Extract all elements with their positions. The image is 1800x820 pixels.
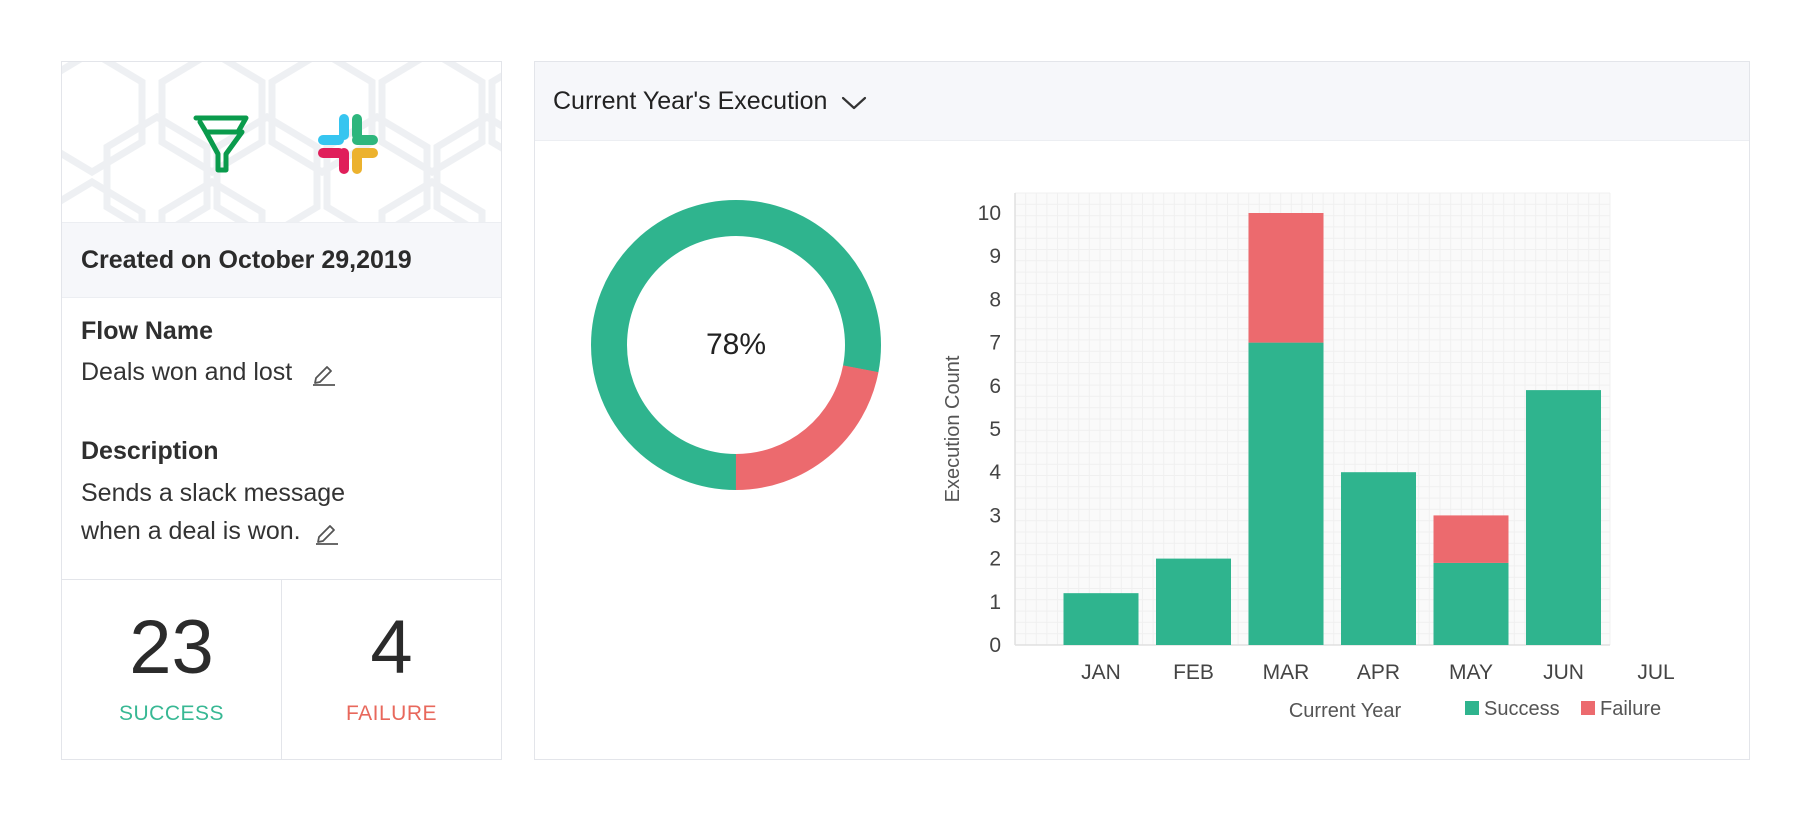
x-tick-label: MAY [1449, 661, 1493, 684]
zoho-flow-logo-icon [193, 115, 249, 173]
description-line-2-row: when a deal is won. [81, 512, 345, 550]
success-bar-apr [1341, 472, 1416, 645]
y-tick-label: 7 [989, 332, 1001, 355]
x-tick-label: JUL [1637, 661, 1674, 684]
donut-percentage-label: 78% [705, 328, 767, 361]
y-axis-title: Execution Count [942, 355, 964, 502]
monthly-execution-bar-chart: 0 1 2 3 4 5 6 7 8 9 10 JAN FEB MAR APR MAY JUN JUL Executi… [942, 192, 1675, 722]
created-date-text: Created on October 29,2019 [81, 245, 412, 274]
y-tick-label: 6 [989, 375, 1001, 398]
created-date-bar: Created on October 29,2019 [62, 222, 501, 298]
success-bar-jun [1526, 390, 1601, 645]
execution-period-dropdown[interactable]: Current Year's Execution [535, 62, 1749, 141]
flow-name-value: Deals won and lost [81, 358, 293, 386]
failure-stat: 4 FAILURE [281, 580, 501, 760]
description-label: Description [81, 437, 219, 465]
edit-flow-name-icon[interactable] [311, 360, 337, 387]
slack-logo-icon [318, 114, 378, 174]
flow-name-label: Flow Name [81, 317, 213, 345]
description-field: Sends a slack message when a deal is won… [81, 474, 345, 550]
failure-bar-mar [1248, 213, 1324, 343]
failure-count: 4 [370, 605, 413, 690]
legend-label-success: Success [1484, 698, 1560, 720]
y-tick-label: 10 [978, 202, 1001, 225]
failure-label: FAILURE [345, 702, 438, 725]
execution-report-card: Current Year's Execution 78% 0 1 2 3 4 5 6 7 8 9 1… [534, 61, 1750, 760]
execution-stats: 23 SUCCESS 4 FAILURE [62, 579, 501, 760]
success-bar-mar [1248, 342, 1324, 645]
execution-period-label: Current Year's Execution [553, 86, 828, 115]
x-tick-label: APR [1357, 661, 1400, 684]
x-tick-label: FEB [1173, 661, 1214, 684]
success-label: SUCCESS [118, 702, 225, 725]
hexagon-pattern-background [62, 62, 501, 222]
x-tick-label: JUN [1543, 661, 1584, 684]
donut-failure-arc [591, 200, 881, 490]
failure-bar-may [1433, 515, 1509, 563]
legend-swatch-failure [1581, 701, 1595, 715]
chevron-down-icon [842, 96, 867, 110]
success-count: 23 [129, 605, 214, 690]
success-bar-may [1433, 562, 1509, 645]
legend-label-failure: Failure [1600, 698, 1661, 720]
success-bar-feb [1156, 558, 1231, 645]
success-rate-donut: 78% [591, 200, 881, 490]
success-bar-jan [1063, 593, 1139, 645]
description-line-2: when a deal is won. [81, 517, 301, 545]
flow-hero-banner [62, 62, 501, 222]
y-tick-label: 1 [989, 591, 1001, 614]
y-tick-label: 4 [989, 461, 1001, 484]
edit-description-icon[interactable] [314, 519, 340, 546]
y-tick-label: 2 [989, 548, 1001, 571]
flow-info-card: Created on October 29,2019 Flow Name Dea… [61, 61, 502, 760]
legend-swatch-success [1465, 701, 1479, 715]
y-tick-label: 9 [989, 245, 1001, 268]
y-tick-label: 8 [989, 288, 1001, 311]
y-tick-label: 5 [989, 418, 1001, 441]
x-tick-label: MAR [1263, 661, 1310, 684]
y-tick-label: 3 [989, 504, 1001, 527]
success-stat: 23 SUCCESS [62, 580, 281, 760]
y-tick-label: 0 [989, 634, 1001, 657]
donut-chart-svg [591, 200, 881, 490]
flow-name-field: Deals won and lost [81, 353, 337, 391]
x-axis-title: Current Year [1289, 700, 1402, 722]
x-tick-label: JAN [1081, 661, 1121, 684]
description-line-1: Sends a slack message [81, 479, 346, 507]
